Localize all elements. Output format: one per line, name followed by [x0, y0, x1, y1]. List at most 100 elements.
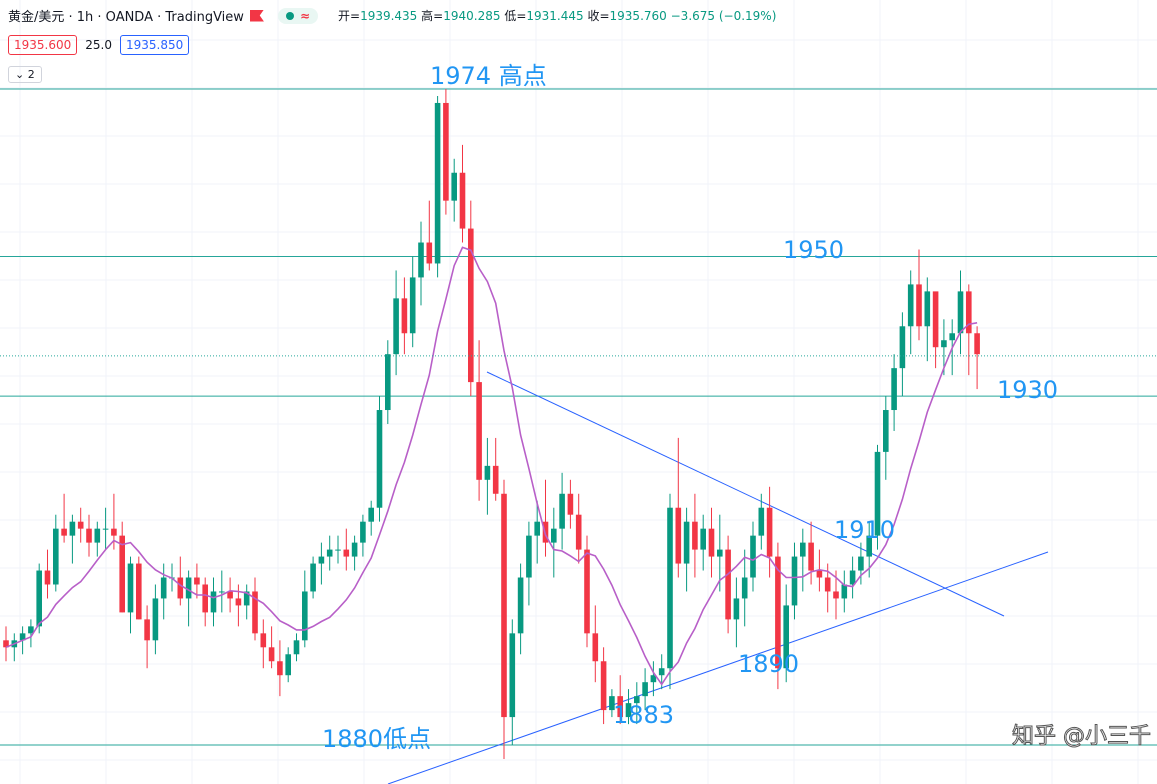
candle: [708, 507, 715, 578]
candle-body: [932, 291, 939, 348]
candle-body: [717, 549, 723, 557]
candle: [717, 514, 723, 592]
candle-body: [459, 172, 466, 229]
annotation-1880: 1880低点: [322, 725, 432, 753]
candle: [360, 514, 366, 557]
candle-body: [393, 298, 399, 355]
chevron-down-icon: ⌄: [15, 68, 25, 81]
candle-body: [243, 591, 250, 606]
candle-body: [567, 493, 574, 515]
candle-body: [941, 340, 947, 348]
spread-value: 25.0: [85, 38, 112, 52]
flag-icon[interactable]: [249, 9, 264, 22]
candle-body: [77, 521, 84, 529]
candle: [725, 535, 731, 634]
high-value: 1940.285: [443, 9, 501, 23]
candle-body: [783, 605, 789, 669]
candle-body: [924, 291, 931, 327]
candle: [376, 396, 383, 522]
indicators-toggle[interactable]: ⌄ 2: [8, 66, 42, 83]
candle-body: [434, 102, 441, 264]
candle-body: [443, 102, 449, 201]
candle: [509, 619, 516, 745]
change-value: −3.675 (−0.19%): [670, 9, 777, 23]
candle-body: [202, 584, 208, 613]
candle-body: [775, 556, 781, 669]
candle-body: [252, 591, 258, 634]
candle: [277, 640, 283, 697]
candle: [368, 500, 374, 536]
candle-body: [683, 521, 690, 564]
candle: [617, 675, 623, 725]
candle: [667, 493, 673, 690]
candle: [526, 521, 532, 606]
candle-body: [36, 570, 42, 627]
candle: [849, 556, 856, 599]
annotation-1974: 1974 高点: [430, 62, 547, 90]
candle: [86, 514, 92, 557]
ma-line: [5, 246, 978, 686]
candle-body: [849, 570, 856, 585]
candle: [401, 277, 408, 355]
candle-body: [335, 549, 341, 551]
candle: [899, 312, 906, 397]
candle-body: [584, 549, 590, 634]
candle-body: [409, 277, 416, 334]
candle-body: [833, 591, 839, 599]
candle-body: [426, 242, 433, 264]
candle: [775, 542, 781, 690]
candle-body: [492, 465, 499, 494]
candle-body: [111, 528, 117, 536]
candle: [194, 563, 200, 599]
ascending-trendline: [387, 551, 1049, 784]
candle-body: [194, 577, 200, 585]
candle: [741, 549, 748, 627]
candle-body: [360, 521, 366, 543]
candle: [833, 570, 839, 620]
candle: [302, 570, 308, 648]
ohlc-readout: 开=1939.435 高=1940.285 低=1931.445 收=1935.…: [338, 7, 776, 24]
candle: [874, 444, 881, 550]
close-label: 收=: [587, 9, 610, 23]
candle-body: [509, 633, 516, 718]
candles: [3, 89, 980, 759]
candle: [434, 95, 441, 278]
candle-body: [19, 633, 26, 641]
candle: [3, 626, 9, 662]
horizontal-levels: [0, 88, 1157, 746]
candle: [53, 514, 59, 592]
candle-body: [974, 333, 980, 355]
annotation-1950: 1950: [783, 236, 845, 264]
buy-button[interactable]: 1935.850: [119, 35, 190, 55]
candle: [542, 479, 549, 557]
symbol-label[interactable]: 黄金/美元 · 1h · OANDA · TradingView: [8, 10, 244, 25]
market-open-icon: [285, 11, 294, 20]
candle-body: [866, 535, 872, 557]
candle: [675, 437, 682, 578]
candle-body: [625, 703, 632, 718]
trade-panel: 1935.600 25.0 1935.850: [8, 35, 190, 55]
sell-button[interactable]: 1935.600: [8, 35, 78, 55]
status-pill[interactable]: ≈: [277, 7, 318, 24]
candle-body: [219, 591, 225, 593]
candle-body: [675, 507, 682, 564]
candle-body: [268, 647, 275, 662]
candle: [185, 570, 192, 627]
candle-body: [501, 493, 507, 718]
candle: [650, 661, 657, 697]
candle-body: [185, 577, 192, 599]
candle-body: [227, 591, 233, 599]
candle-body: [899, 326, 906, 369]
candle-body: [160, 577, 167, 599]
candle-body: [883, 410, 889, 452]
annotation-1890: 1890: [738, 650, 800, 678]
candle: [517, 563, 524, 655]
candle: [11, 633, 18, 662]
candle-body: [758, 507, 765, 536]
candle-body: [517, 577, 524, 634]
candle-body: [418, 242, 424, 278]
candle-body: [650, 675, 657, 683]
candle: [285, 647, 291, 683]
